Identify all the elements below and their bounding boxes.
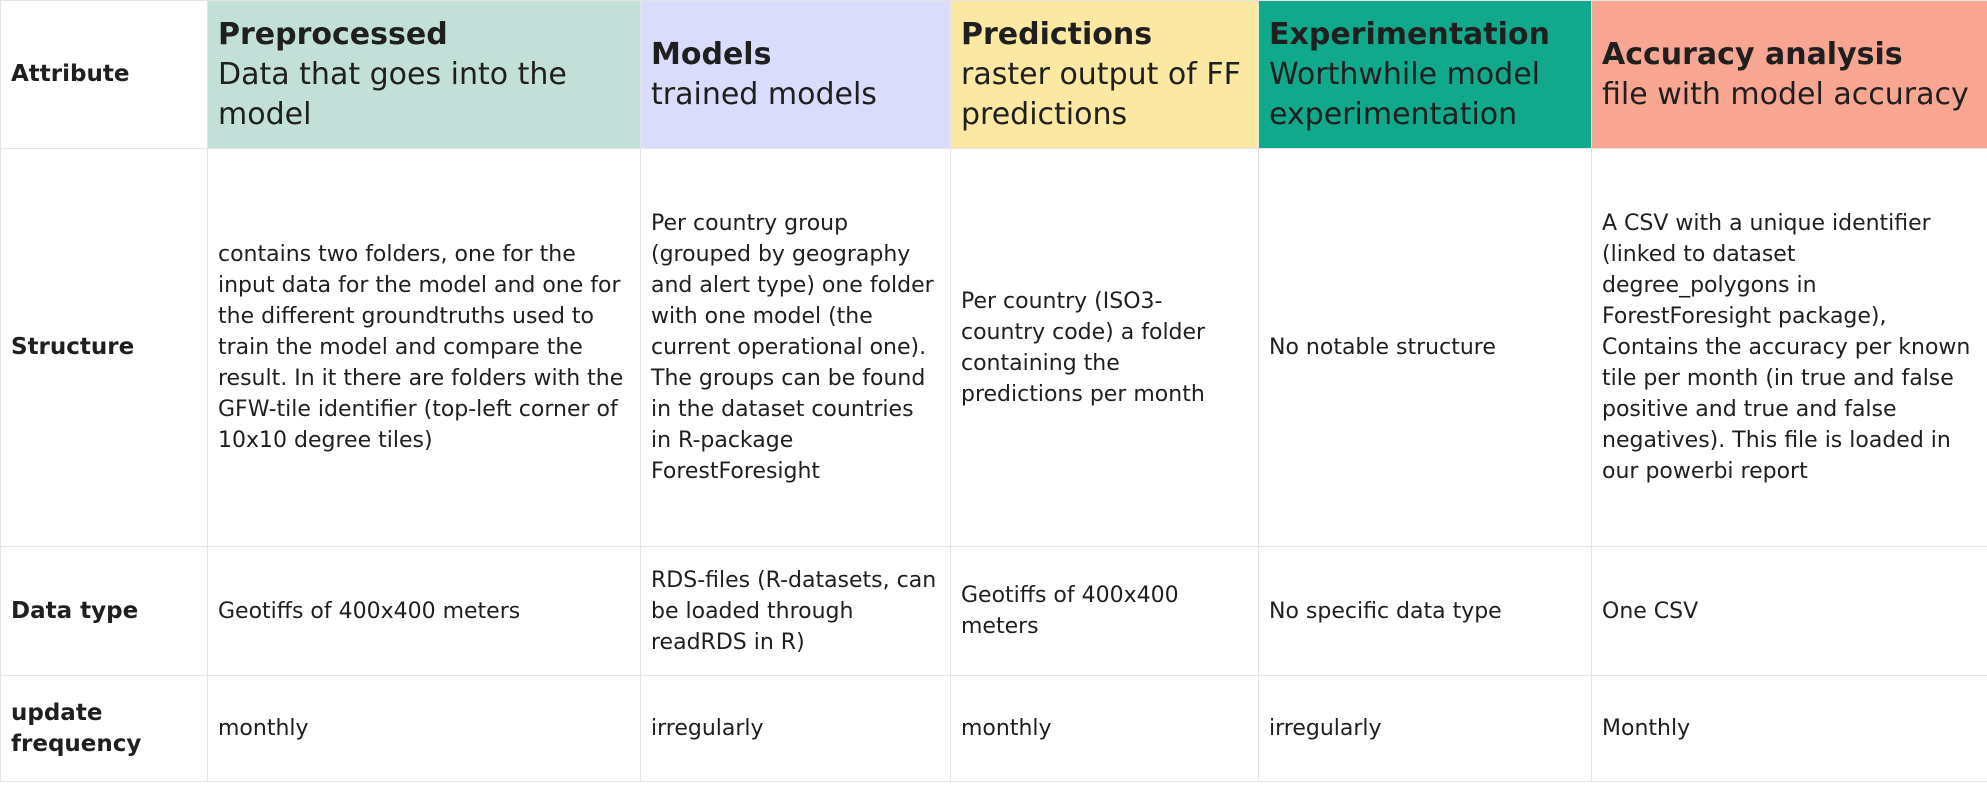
table-cell: irregularly [1258, 675, 1592, 782]
column-description: raster output of FF predictions [961, 56, 1241, 132]
column-title: Experimentation [1269, 16, 1550, 52]
row-label: Structure [0, 148, 208, 547]
column-header-experimentation: Experimentation Worthwhile model experim… [1258, 0, 1592, 149]
table-cell: Geotiffs of 400x400 meters [207, 546, 641, 676]
table-cell: monthly [207, 675, 641, 782]
column-description: file with model accuracy [1602, 76, 1969, 112]
table-row-update-frequency: update frequency monthly irregularly mon… [0, 675, 1987, 782]
column-header-preprocessed: Preprocessed Data that goes into the mod… [207, 0, 641, 149]
column-title: Predictions [961, 16, 1153, 52]
table-cell: Monthly [1591, 675, 1987, 782]
column-header-predictions: Predictions raster output of FF predicti… [950, 0, 1259, 149]
column-description: trained models [651, 76, 877, 112]
row-label: Data type [0, 546, 208, 676]
header-row: Attribute Preprocessed Data that goes in… [0, 0, 1987, 149]
table-cell: One CSV [1591, 546, 1987, 676]
table-cell: irregularly [640, 675, 951, 782]
column-title: Preprocessed [218, 16, 448, 52]
column-title: Models [651, 36, 772, 72]
table-cell: Per country (ISO3- country code) a folde… [950, 148, 1259, 547]
column-description: Worthwhile model experimentation [1269, 56, 1540, 132]
table-cell: monthly [950, 675, 1259, 782]
column-title: Accuracy analysis [1602, 36, 1903, 72]
table-cell: A CSV with a unique identifier (linked t… [1591, 148, 1987, 547]
table-cell: No notable structure [1258, 148, 1592, 547]
column-description: Data that goes into the model [218, 56, 567, 132]
row-label: update frequency [0, 675, 208, 782]
table-row-structure: Structure contains two folders, one for … [0, 148, 1987, 547]
table-cell: Per country group (grouped by geography … [640, 148, 951, 547]
table-cell: RDS-files (R-datasets, can be loaded thr… [640, 546, 951, 676]
attribute-header: Attribute [0, 0, 208, 149]
table-row-data-type: Data type Geotiffs of 400x400 meters RDS… [0, 546, 1987, 676]
table-cell: contains two folders, one for the input … [207, 148, 641, 547]
column-header-models: Models trained models [640, 0, 951, 149]
table-cell: Geotiffs of 400x400 meters [950, 546, 1259, 676]
column-header-accuracy-analysis: Accuracy analysis file with model accura… [1591, 0, 1987, 149]
table-cell: No specific data type [1258, 546, 1592, 676]
